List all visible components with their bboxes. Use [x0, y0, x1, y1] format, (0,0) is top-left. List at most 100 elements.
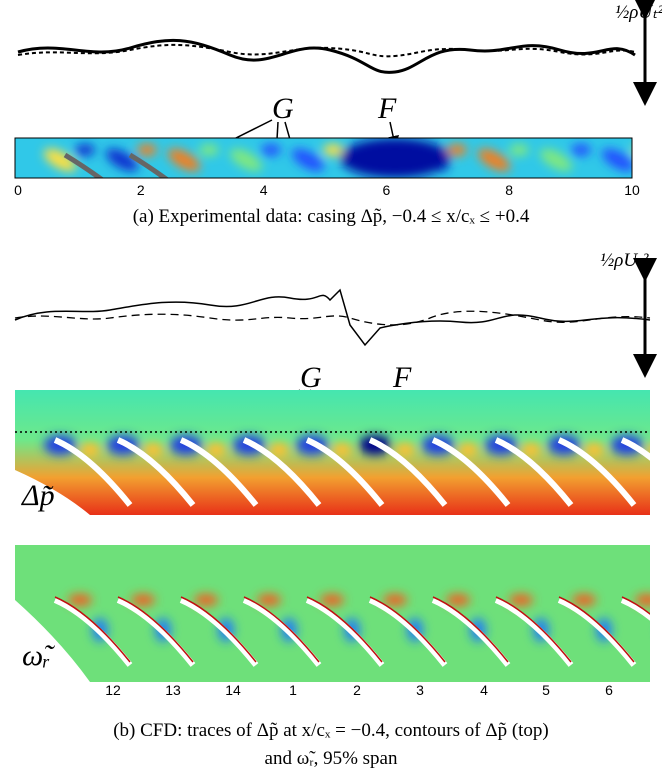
blob	[291, 148, 325, 172]
blade	[620, 437, 650, 507]
blade	[368, 597, 448, 667]
x-tick-label: 0	[14, 182, 22, 198]
blob	[194, 594, 218, 606]
blob	[509, 144, 529, 156]
blade-number: 2	[353, 682, 361, 698]
blob	[105, 148, 139, 172]
blob	[206, 443, 226, 457]
blade	[557, 597, 637, 667]
blob	[68, 594, 92, 606]
contour-label: Δp̃	[21, 479, 55, 512]
blob	[447, 144, 467, 156]
blade	[242, 437, 322, 507]
annotation: F	[377, 92, 397, 125]
blob	[635, 594, 650, 606]
caption: (a) Experimental data: casing Δp̃, −0.4 …	[133, 206, 530, 227]
blade	[242, 597, 322, 667]
blade-number: 13	[165, 682, 181, 698]
blade-edge	[558, 596, 635, 663]
blade-edge	[180, 596, 257, 663]
blob	[75, 144, 95, 156]
blob	[229, 148, 263, 172]
blade-number: 5	[542, 682, 550, 698]
contour-label: ω̃ᵣ	[22, 639, 55, 672]
blade	[620, 597, 650, 667]
blob	[395, 443, 415, 457]
contour-omega	[15, 545, 650, 682]
blob	[572, 594, 596, 606]
blob	[446, 594, 470, 606]
blob	[143, 443, 163, 457]
caption: (b) CFD: traces of Δp̃ at x/cₓ = −0.4, c…	[113, 720, 549, 741]
blade	[305, 437, 385, 507]
blade-number: 4	[480, 682, 488, 698]
blob	[521, 443, 541, 457]
blob	[539, 148, 573, 172]
blob	[601, 148, 632, 172]
blob	[584, 443, 604, 457]
blob	[257, 594, 281, 606]
blade-edge	[621, 596, 650, 663]
trace-exp	[17, 38, 636, 74]
blob	[509, 594, 533, 606]
blob	[458, 443, 478, 457]
contour-dp	[15, 390, 650, 515]
blob	[199, 144, 219, 156]
x-tick-label: 10	[624, 182, 640, 198]
blade	[494, 437, 574, 507]
blade-number: 1	[289, 682, 297, 698]
annotation: F	[392, 361, 412, 394]
blade-edge	[54, 596, 131, 663]
blob	[137, 144, 157, 156]
blade	[494, 597, 574, 667]
annotation: G	[300, 361, 322, 394]
trace-cfd	[14, 288, 651, 347]
blob	[43, 148, 77, 172]
blade-number: 14	[225, 682, 241, 698]
x-tick-label: 4	[260, 182, 268, 198]
blob	[269, 443, 289, 457]
blade-edge	[306, 596, 383, 663]
annotation: G	[272, 92, 294, 125]
blade-number: 6	[605, 682, 613, 698]
blade-number: 12	[105, 682, 121, 698]
blob	[340, 138, 450, 178]
frame	[14, 137, 633, 179]
blob	[320, 594, 344, 606]
blade	[368, 437, 448, 507]
blade-edge	[432, 596, 509, 663]
blob	[261, 144, 281, 156]
blade-edge	[243, 596, 320, 663]
x-tick-label: 8	[505, 182, 513, 198]
blade	[53, 437, 133, 507]
blob	[323, 144, 343, 156]
blade-edge	[369, 596, 446, 663]
blob	[167, 148, 201, 172]
blade	[179, 597, 259, 667]
scale-label: ½ρUₜ²	[600, 250, 649, 271]
caption: and ω̃ᵣ, 95% span	[265, 748, 398, 769]
blade	[557, 437, 637, 507]
blob	[633, 144, 653, 156]
blade	[116, 597, 196, 667]
x-tick-label: 6	[383, 182, 391, 198]
blob	[332, 443, 352, 457]
blob	[477, 148, 511, 172]
blade-edge	[117, 596, 194, 663]
trace-cfd-ref	[14, 310, 651, 326]
blade	[431, 597, 511, 667]
blob	[571, 144, 591, 156]
blade-number: 3	[416, 682, 424, 698]
trace-exp-ref	[17, 43, 636, 58]
scale-label: ½ρUₜ²	[615, 2, 662, 23]
blade	[116, 437, 196, 507]
blade	[431, 437, 511, 507]
blob	[80, 443, 100, 457]
blade	[53, 597, 133, 667]
blob	[131, 594, 155, 606]
blade	[179, 437, 259, 507]
x-tick-label: 2	[137, 182, 145, 198]
blade-edge	[495, 596, 572, 663]
